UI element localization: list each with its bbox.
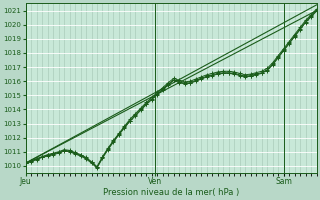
X-axis label: Pression niveau de la mer( hPa ): Pression niveau de la mer( hPa ) [103,188,239,197]
